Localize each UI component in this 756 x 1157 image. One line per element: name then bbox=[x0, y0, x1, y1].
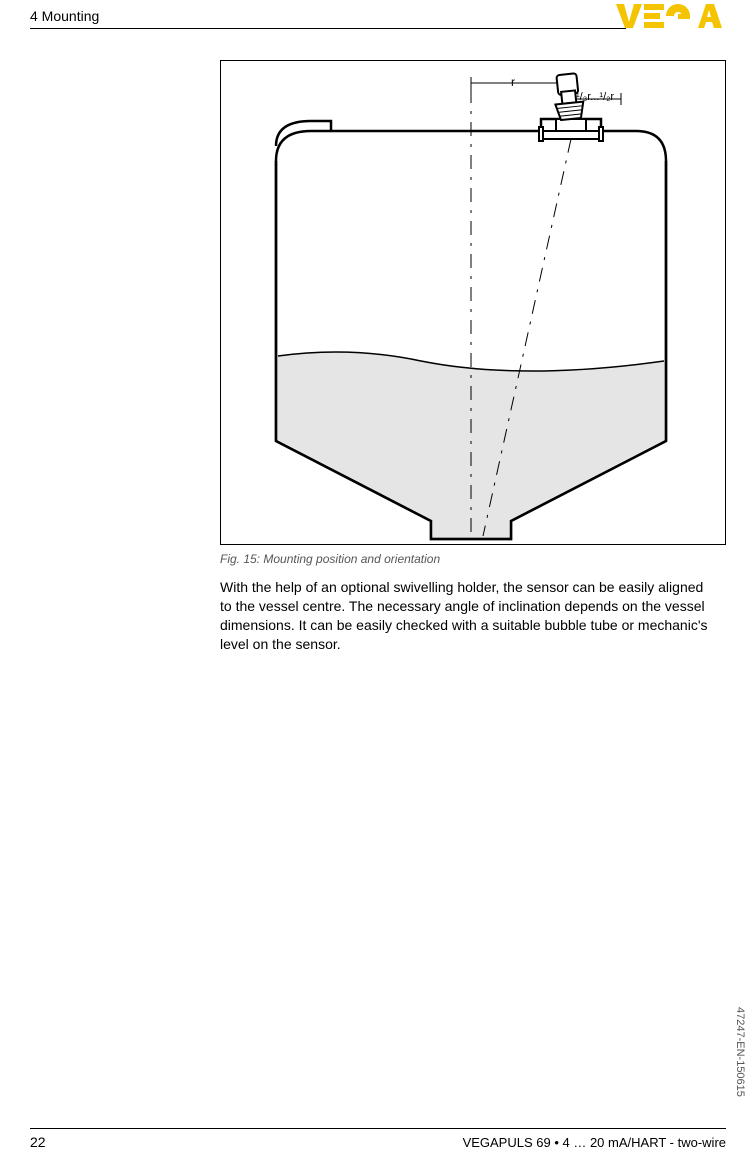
dimension-fraction-label: ¹/₃r...¹/₂r bbox=[576, 91, 614, 103]
vega-logo bbox=[616, 2, 726, 35]
figure-mounting-diagram: r ¹/₃r...¹/₂r bbox=[220, 60, 726, 545]
dimension-r-label: r bbox=[511, 75, 515, 89]
page-number: 22 bbox=[30, 1134, 46, 1150]
document-id: 47247-EN-150615 bbox=[734, 1007, 746, 1097]
header-divider bbox=[30, 28, 626, 29]
figure-caption: Fig. 15: Mounting position and orientati… bbox=[220, 552, 440, 566]
footer-product-line: VEGAPULS 69 • 4 … 20 mA/HART - two-wire bbox=[463, 1135, 726, 1150]
body-paragraph: With the help of an optional swivelling … bbox=[220, 578, 710, 654]
section-title: 4 Mounting bbox=[30, 8, 99, 24]
